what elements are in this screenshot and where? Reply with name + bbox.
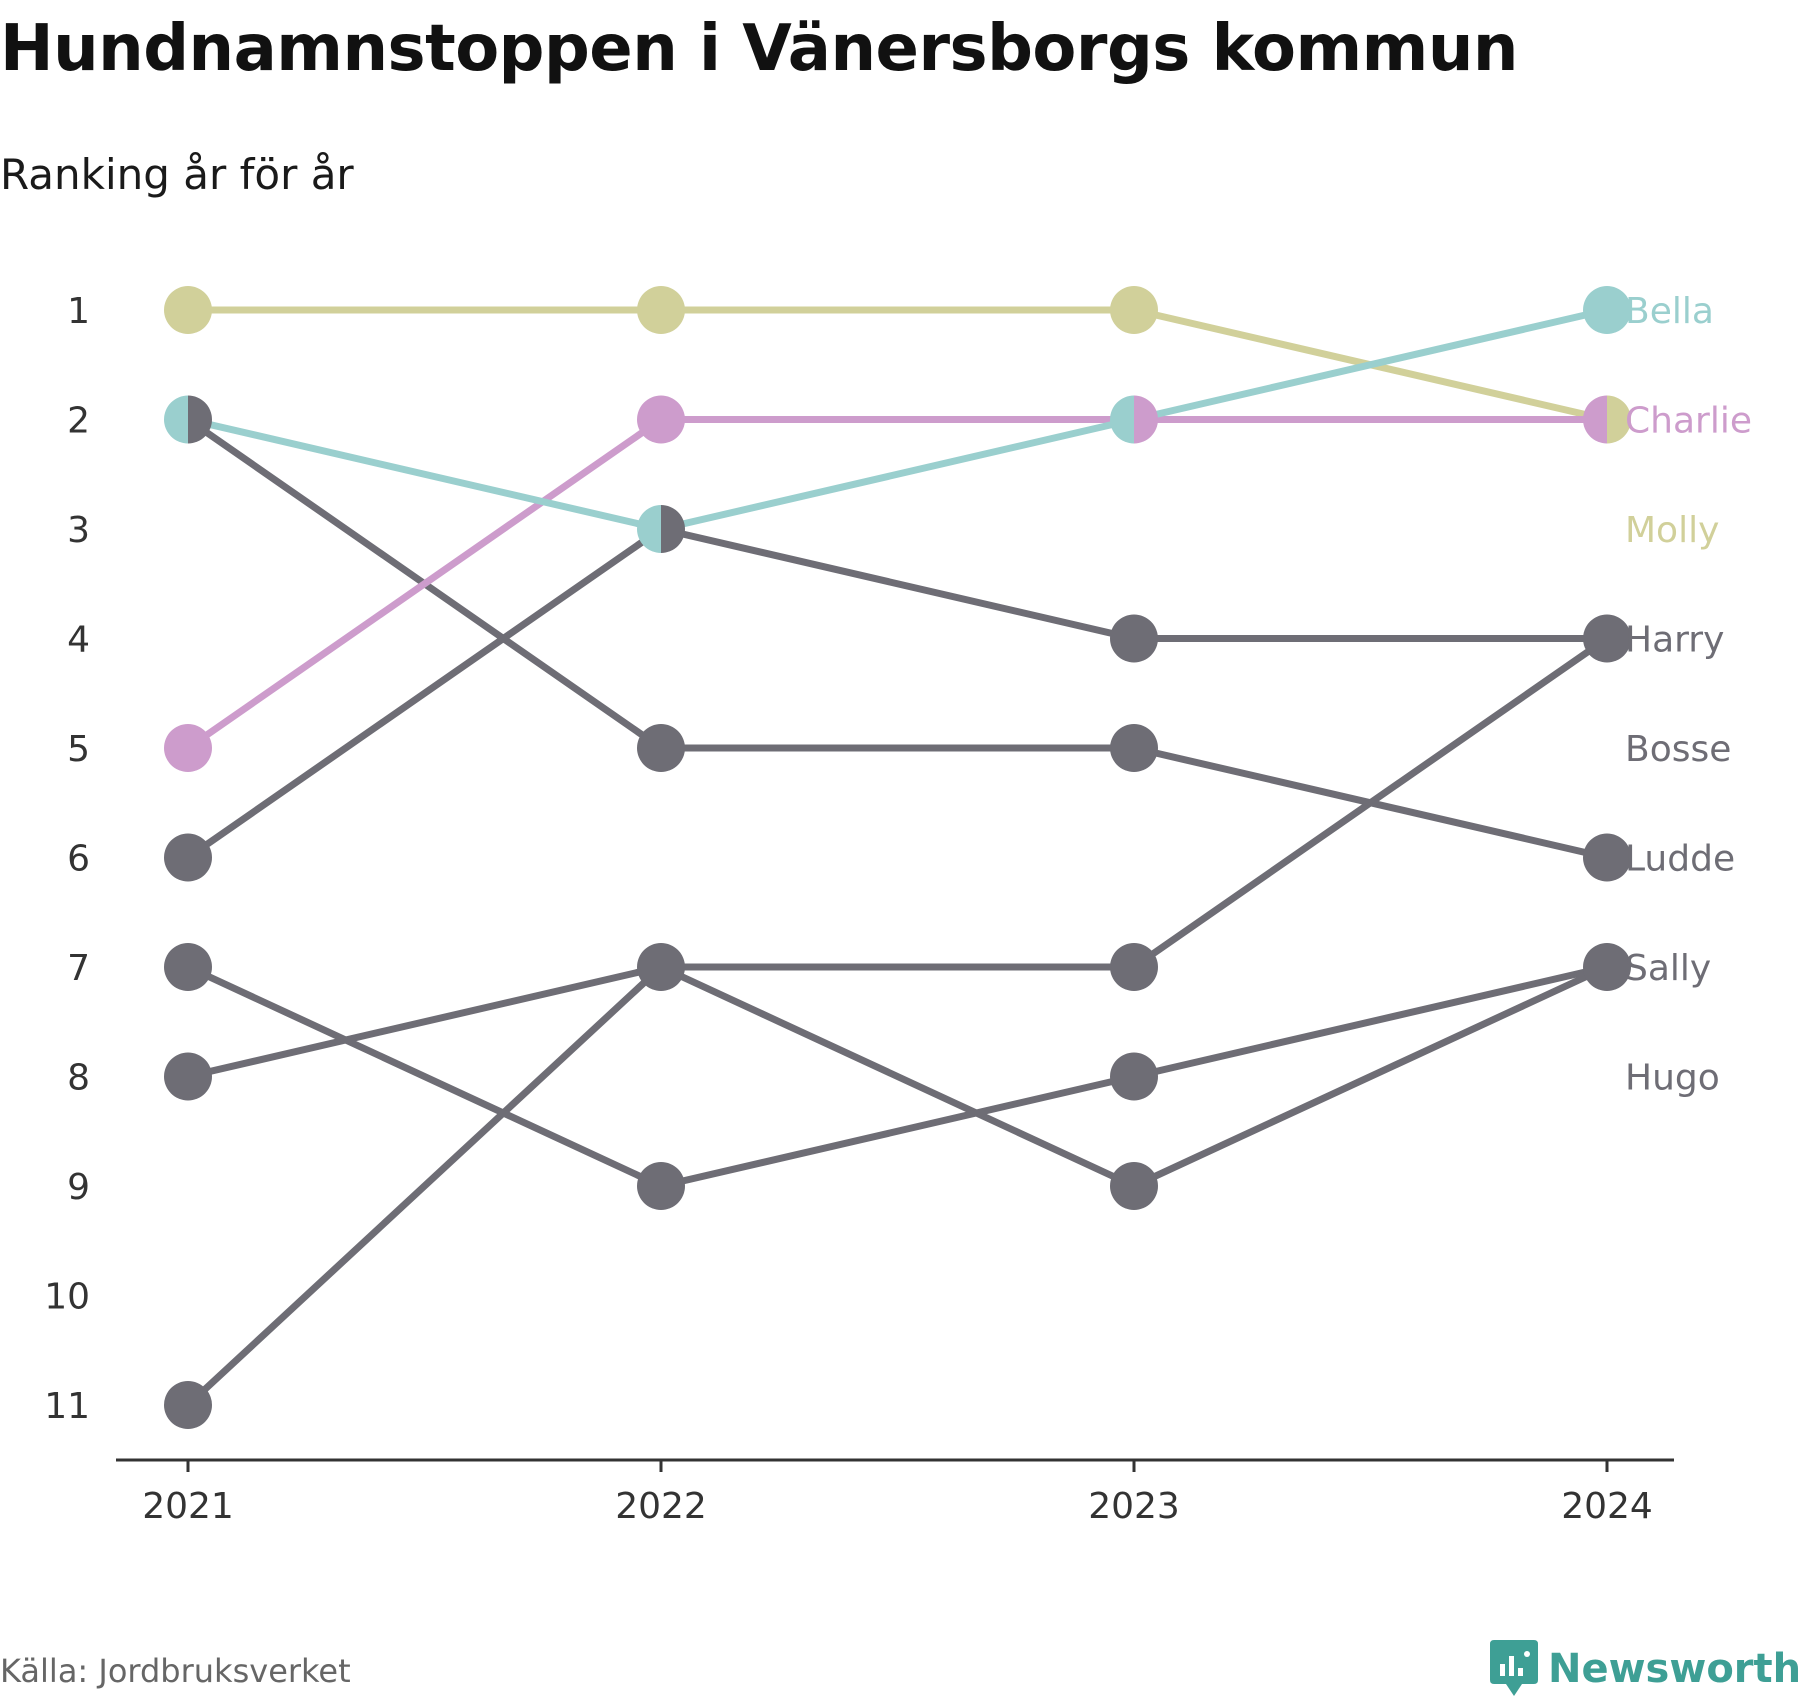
data-point-bella [164,395,188,444]
series-line-molly [184,306,1611,423]
series-line-charlie [184,416,1611,752]
series-label-harry: Harry [1625,620,1724,661]
series-line-sally [184,963,1611,1190]
chart-title: Hundnamnstoppen i Vänersborgs kommun [0,12,1518,86]
series-label-sally: Sally [1625,948,1711,989]
data-point-bella [1110,395,1134,444]
data-point-sally [1110,1162,1158,1210]
data-point-charlie [1583,395,1607,444]
y-tick-label: 4 [67,620,90,661]
data-point-bosse [1110,724,1158,772]
data-point-ludde [637,1162,685,1210]
series-lines [184,306,1611,1409]
data-point-hugo [1607,614,1631,663]
x-tick-label: 2023 [1088,1486,1180,1527]
series-line-harry [184,525,1611,861]
data-point-sally [637,943,661,991]
data-point-bella [637,505,661,553]
y-tick-label: 1 [67,291,90,332]
series-label-molly: Molly [1625,510,1719,551]
data-point-ludde [1110,1052,1158,1101]
brand-name: Newsworthy [1548,1646,1800,1692]
series-label-hugo: Hugo [1625,1058,1720,1099]
data-point-harry [1583,614,1607,663]
y-tick-label: 9 [67,1167,90,1208]
data-point-molly [637,286,685,334]
data-point-ludde [164,943,212,991]
data-point-sally [1607,943,1631,991]
x-tick-label: 2021 [142,1486,234,1527]
data-point-hugo [1110,943,1158,991]
newsworthy-logo-icon [1490,1640,1538,1696]
data-point-charlie [164,724,212,772]
y-axis: 1 2 3 4 5 6 7 8 9 10 11 [44,291,90,1427]
data-point-charlie [1134,395,1158,444]
brand-logo[interactable]: Newsworthy [1490,1640,1800,1698]
series-label-ludde: Ludde [1625,839,1735,880]
y-tick-label: 2 [67,401,90,442]
y-tick-label: 6 [67,839,90,880]
x-tick-label: 2022 [615,1486,707,1527]
data-point-molly [1607,395,1631,444]
y-tick-label: 5 [67,729,90,770]
y-tick-label: 10 [44,1277,90,1318]
data-point-molly [164,286,212,334]
series-label-bosse: Bosse [1625,729,1731,770]
data-point-bosse [1583,833,1631,882]
data-point-hugo [661,943,685,991]
x-tick-label: 2024 [1561,1486,1653,1527]
x-axis: 2021 2022 2023 2024 [116,1458,1674,1527]
y-tick-label: 3 [67,510,90,551]
data-point-sally [164,1052,212,1101]
series-line-hugo [184,635,1611,1409]
y-tick-label: 8 [67,1058,90,1099]
series-points [164,286,1631,1429]
series-line-bella [184,306,1611,533]
data-point-bella [1583,286,1631,334]
series-labels: Bella Charlie Molly Harry Bosse Ludde Sally Hug… [1625,291,1752,1099]
data-point-ludde [1583,943,1607,991]
y-tick-label: 7 [67,948,90,989]
data-point-harry [1110,614,1158,663]
series-label-charlie: Charlie [1625,401,1752,442]
data-point-charlie [637,395,685,444]
data-point-harry [661,505,685,553]
data-point-bosse [637,724,685,772]
series-label-bella: Bella [1625,291,1714,332]
data-point-hugo [164,1381,212,1429]
bump-chart: 1 2 3 4 5 6 7 8 9 10 11 Bella Charlie Molly Harry Boss… [44,286,1752,1527]
series-line-ludde [184,963,1611,1190]
chart-subtitle: Ranking år för år [0,150,354,199]
source-note: Källa: Jordbruksverket [0,1652,351,1690]
data-point-molly [1110,286,1158,334]
data-point-bosse [188,395,212,444]
y-tick-label: 11 [44,1386,90,1427]
data-point-harry [164,833,212,882]
